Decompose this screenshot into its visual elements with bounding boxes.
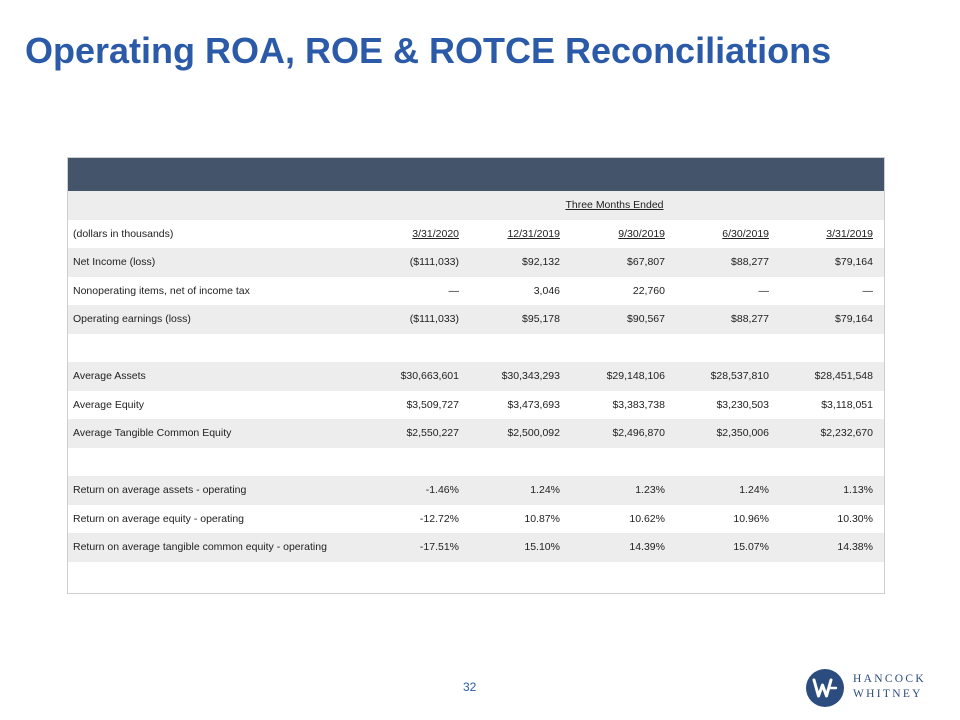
column-header-row: (dollars in thousands) 3/31/2020 12/31/2… <box>68 220 884 249</box>
cell-value: $3,383,738 <box>612 398 665 411</box>
period-header: Three Months Ended <box>565 199 664 211</box>
cell-value: — <box>448 284 460 297</box>
company-logo: HANCOCK WHITNEY <box>805 667 935 711</box>
cell-value: $79,164 <box>835 256 873 268</box>
table-row: Nonoperating items, net of income tax — … <box>68 277 884 306</box>
units-label: (dollars in thousands) <box>73 227 174 240</box>
cell-value: $3,118,051 <box>821 398 873 411</box>
cell-value: 3,046 <box>533 284 560 297</box>
table-row: Average Assets $30,663,601 $30,343,293 $… <box>68 362 884 391</box>
row-label: Return on average equity - operating <box>73 512 245 525</box>
cell-value: ($111,033) <box>409 313 459 325</box>
cell-value: 1.24% <box>530 484 560 496</box>
table-row: Average Equity $3,509,727 $3,473,693 $3,… <box>68 391 884 420</box>
cell-value: 1.24% <box>739 484 769 496</box>
cell-value: -12.72% <box>419 512 459 525</box>
cell-value: $30,343,293 <box>501 370 560 382</box>
cell-value: $67,807 <box>627 256 665 268</box>
table-row: Net Income (loss) ($111,033) $92,132 $67… <box>68 248 884 277</box>
cell-value: $79,164 <box>835 313 873 325</box>
cell-value: 14.38% <box>837 541 873 553</box>
cell-value: $95,178 <box>522 313 560 325</box>
cell-value: $2,232,670 <box>820 427 873 439</box>
cell-value: $2,550,227 <box>406 427 459 439</box>
cell-value: 10.62% <box>629 512 665 525</box>
column-header: 3/31/2019 <box>826 227 873 240</box>
cell-value: $3,473,693 <box>507 398 560 411</box>
cell-value: $2,500,092 <box>507 427 560 439</box>
cell-value: 1.13% <box>843 484 873 496</box>
reconciliation-table: Three Months Ended (dollars in thousands… <box>67 157 885 594</box>
cell-value: 1.23% <box>635 484 665 496</box>
cell-value: — <box>758 284 770 297</box>
cell-value: $92,132 <box>522 256 560 268</box>
cell-value: 10.87% <box>524 512 560 525</box>
row-label: Average Assets <box>73 370 146 382</box>
row-label: Return on average tangible common equity… <box>73 541 327 553</box>
table-header-bar <box>68 158 884 192</box>
logo-text-line2: WHITNEY <box>853 688 923 700</box>
row-label: Nonoperating items, net of income tax <box>73 284 250 297</box>
cell-value: 15.10% <box>524 541 560 553</box>
column-header: 6/30/2019 <box>722 227 769 240</box>
cell-value: -1.46% <box>425 484 459 496</box>
page-number: 32 <box>463 680 477 694</box>
cell-value: $2,496,870 <box>612 427 665 439</box>
table-row: Average Tangible Common Equity $2,550,22… <box>68 419 884 448</box>
logo-text-line1: HANCOCK <box>853 673 926 685</box>
row-label: Net Income (loss) <box>73 256 156 268</box>
cell-value: $88,277 <box>731 313 769 325</box>
table-row: Return on average equity - operating -12… <box>68 505 884 534</box>
cell-value: 22,760 <box>632 284 665 297</box>
cell-value: $3,230,503 <box>716 398 769 411</box>
table-row: Return on average assets - operating -1.… <box>68 476 884 505</box>
cell-value: $28,451,548 <box>814 370 873 382</box>
spacer-row <box>68 448 884 477</box>
cell-value: 10.30% <box>837 512 873 525</box>
cell-value: $2,350,006 <box>716 427 769 439</box>
column-header: 12/31/2019 <box>507 227 560 240</box>
column-header: 9/30/2019 <box>618 227 665 240</box>
cell-value: 14.39% <box>629 541 665 553</box>
hancock-whitney-logo-icon <box>806 669 844 707</box>
cell-value: 15.07% <box>733 541 769 553</box>
cell-value: $3,509,727 <box>406 398 459 411</box>
cell-value: $29,148,106 <box>606 370 665 382</box>
cell-value: -17.51% <box>419 541 459 553</box>
table-row: Operating earnings (loss) ($111,033) $95… <box>68 305 884 334</box>
row-label: Average Equity <box>73 398 145 411</box>
cell-value: ($111,033) <box>409 256 459 268</box>
cell-value: $30,663,601 <box>400 370 459 382</box>
cell-value: $90,567 <box>627 313 665 325</box>
row-label: Average Tangible Common Equity <box>73 427 232 439</box>
page-title: Operating ROA, ROE & ROTCE Reconciliatio… <box>25 30 832 71</box>
cell-value: — <box>862 284 874 297</box>
table-row: Return on average tangible common equity… <box>68 533 884 562</box>
cell-value: $88,277 <box>731 256 769 268</box>
period-header-row: Three Months Ended <box>68 191 884 220</box>
cell-value: 10.96% <box>733 512 769 525</box>
cell-value: $28,537,810 <box>710 370 769 382</box>
row-label: Return on average assets - operating <box>73 484 247 496</box>
row-label: Operating earnings (loss) <box>73 313 191 325</box>
spacer-row <box>68 334 884 363</box>
column-header: 3/31/2020 <box>412 227 459 240</box>
